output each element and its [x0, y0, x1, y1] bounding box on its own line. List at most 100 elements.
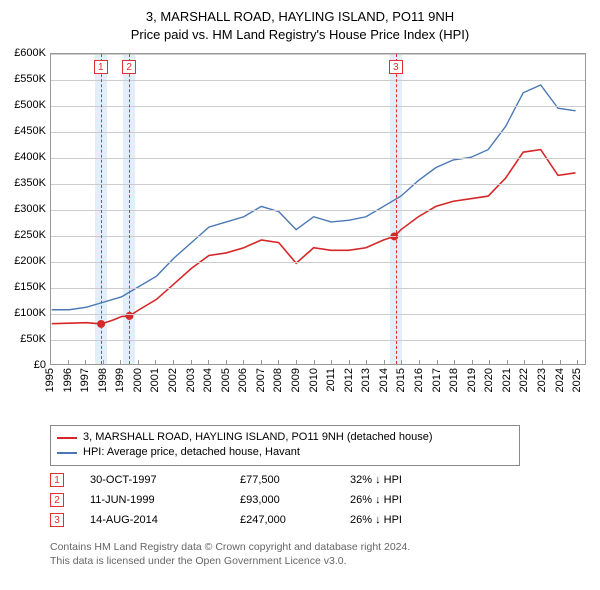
x-tick-mark: [50, 360, 51, 365]
legend-label: HPI: Average price, detached house, Hava…: [83, 445, 300, 460]
marker-line: [396, 54, 397, 364]
x-tick-mark: [191, 360, 192, 365]
x-tick-label: 1996: [62, 368, 74, 392]
x-tick-mark: [349, 360, 350, 365]
gridline: [51, 106, 585, 107]
x-tick-label: 2001: [149, 368, 161, 392]
chart: 123 £0£50K£100K£150K£200K£250K£300K£350K…: [0, 48, 600, 418]
gridline: [51, 158, 585, 159]
x-tick-mark: [68, 360, 69, 365]
y-tick-label: £250K: [0, 229, 46, 241]
event-price: £247,000: [240, 514, 350, 526]
event-marker-icon: 3: [50, 513, 64, 527]
event-delta: 26% ↓ HPI: [350, 514, 402, 526]
x-tick-mark: [261, 360, 262, 365]
x-tick-label: 2007: [255, 368, 267, 392]
legend-swatch: [57, 452, 77, 454]
x-tick-mark: [155, 360, 156, 365]
x-tick-mark: [208, 360, 209, 365]
x-tick-mark: [85, 360, 86, 365]
attribution-line: This data is licensed under the Open Gov…: [50, 554, 410, 568]
x-tick-mark: [437, 360, 438, 365]
x-tick-mark: [173, 360, 174, 365]
plot-area: 12 3: [50, 53, 586, 365]
x-tick-mark: [103, 360, 104, 365]
title-line1: 3, MARSHALL ROAD, HAYLING ISLAND, PO11 9…: [0, 8, 600, 26]
x-tick-mark: [577, 360, 578, 365]
x-tick-label: 2011: [325, 368, 337, 392]
event-row: 3 14-AUG-2014 £247,000 26% ↓ HPI: [50, 510, 402, 530]
x-tick-label: 2002: [167, 368, 179, 392]
x-tick-mark: [243, 360, 244, 365]
legend-item: HPI: Average price, detached house, Hava…: [57, 445, 513, 460]
x-tick-label: 1999: [114, 368, 126, 392]
x-tick-label: 2014: [378, 368, 390, 392]
x-tick-mark: [331, 360, 332, 365]
x-tick-mark: [278, 360, 279, 365]
marker-line: [101, 54, 102, 364]
gridline: [51, 54, 585, 55]
x-tick-label: 2019: [466, 368, 478, 392]
x-tick-label: 2010: [308, 368, 320, 392]
gridline: [51, 184, 585, 185]
event-date: 30-OCT-1997: [90, 474, 240, 486]
x-tick-label: 2006: [237, 368, 249, 392]
y-tick-label: £150K: [0, 281, 46, 293]
y-tick-label: £450K: [0, 125, 46, 137]
x-tick-label: 2023: [536, 368, 548, 392]
event-row: 1 30-OCT-1997 £77,500 32% ↓ HPI: [50, 470, 402, 490]
x-tick-label: 2012: [343, 368, 355, 392]
marker-line: [129, 54, 130, 364]
gridline: [51, 262, 585, 263]
x-tick-label: 2022: [518, 368, 530, 392]
x-tick-mark: [560, 360, 561, 365]
y-tick-label: £100K: [0, 307, 46, 319]
x-tick-label: 2018: [448, 368, 460, 392]
marker-label: 3: [389, 60, 403, 74]
x-tick-label: 2013: [360, 368, 372, 392]
x-tick-mark: [384, 360, 385, 365]
series-svg: [51, 54, 585, 364]
x-tick-label: 2025: [571, 368, 583, 392]
gridline: [51, 236, 585, 237]
event-price: £77,500: [240, 474, 350, 486]
x-tick-mark: [419, 360, 420, 365]
legend: 3, MARSHALL ROAD, HAYLING ISLAND, PO11 9…: [50, 425, 520, 466]
y-tick-label: £300K: [0, 203, 46, 215]
y-tick-label: £550K: [0, 73, 46, 85]
x-tick-mark: [542, 360, 543, 365]
x-tick-label: 2000: [132, 368, 144, 392]
x-tick-label: 2017: [431, 368, 443, 392]
y-tick-label: £350K: [0, 177, 46, 189]
legend-swatch: [57, 437, 77, 439]
x-tick-label: 2016: [413, 368, 425, 392]
legend-item: 3, MARSHALL ROAD, HAYLING ISLAND, PO11 9…: [57, 430, 513, 445]
event-marker-icon: 2: [50, 493, 64, 507]
x-tick-mark: [524, 360, 525, 365]
y-tick-label: £0: [0, 359, 46, 371]
event-row: 2 11-JUN-1999 £93,000 26% ↓ HPI: [50, 490, 402, 510]
x-tick-label: 2003: [185, 368, 197, 392]
x-tick-label: 2024: [554, 368, 566, 392]
x-tick-label: 2020: [483, 368, 495, 392]
gridline: [51, 132, 585, 133]
attribution-line: Contains HM Land Registry data © Crown c…: [50, 540, 410, 554]
x-tick-label: 2004: [202, 368, 214, 392]
events-table: 1 30-OCT-1997 £77,500 32% ↓ HPI 2 11-JUN…: [50, 470, 402, 530]
gridline: [51, 340, 585, 341]
event-marker-icon: 1: [50, 473, 64, 487]
y-tick-label: £200K: [0, 255, 46, 267]
marker-label: 2: [122, 60, 136, 74]
event-date: 11-JUN-1999: [90, 494, 240, 506]
chart-title-block: 3, MARSHALL ROAD, HAYLING ISLAND, PO11 9…: [0, 0, 600, 48]
marker-label: 1: [94, 60, 108, 74]
legend-label: 3, MARSHALL ROAD, HAYLING ISLAND, PO11 9…: [83, 430, 433, 445]
attribution: Contains HM Land Registry data © Crown c…: [50, 540, 410, 568]
event-delta: 26% ↓ HPI: [350, 494, 402, 506]
x-tick-label: 2008: [272, 368, 284, 392]
y-tick-label: £400K: [0, 151, 46, 163]
x-tick-label: 1998: [97, 368, 109, 392]
event-delta: 32% ↓ HPI: [350, 474, 402, 486]
x-tick-label: 2021: [501, 368, 513, 392]
x-tick-mark: [472, 360, 473, 365]
